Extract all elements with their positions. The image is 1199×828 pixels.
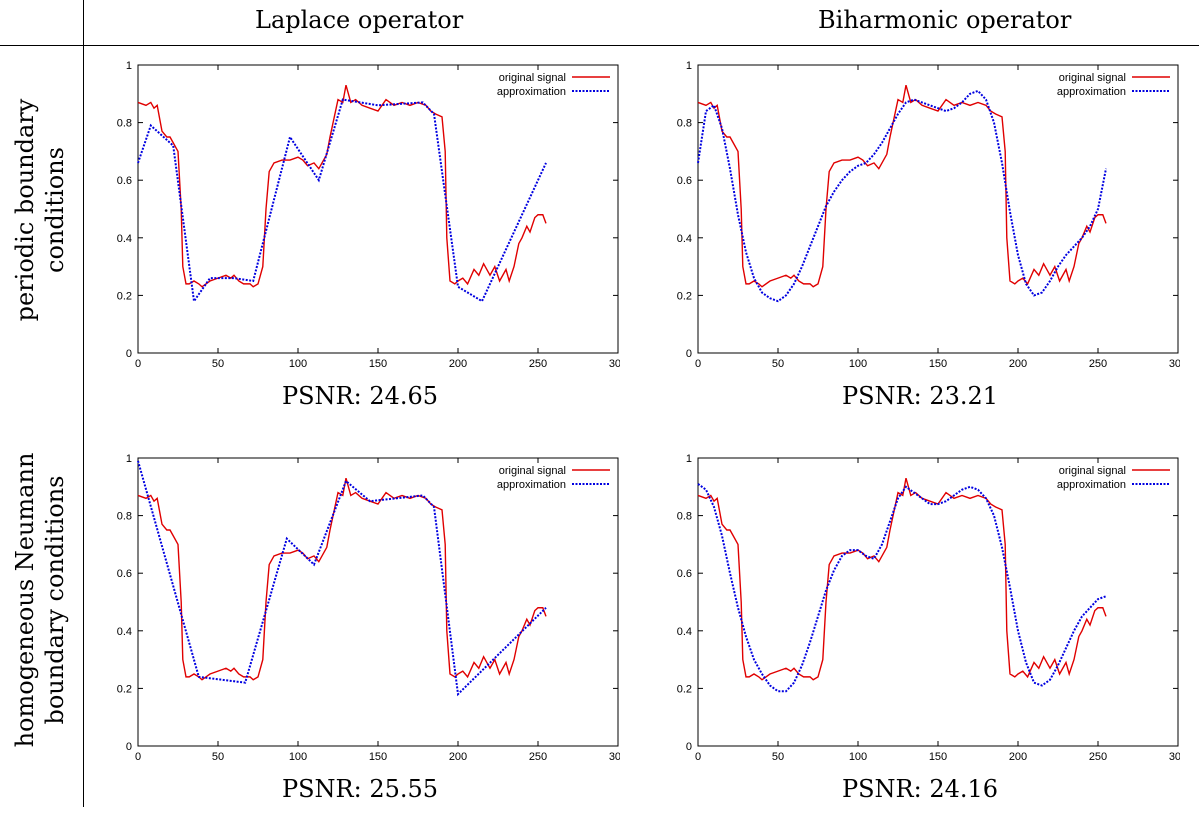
y-tick-label: 0 bbox=[686, 741, 692, 753]
x-tick-label: 250 bbox=[1089, 358, 1107, 370]
x-tick-label: 200 bbox=[1009, 751, 1027, 763]
legend-label: approximation bbox=[497, 86, 566, 98]
y-tick-label: 0.8 bbox=[117, 511, 132, 523]
x-tick-label: 300 bbox=[609, 751, 620, 763]
x-tick-label: 50 bbox=[212, 358, 224, 370]
original-signal-line bbox=[697, 84, 1107, 288]
x-tick-label: 50 bbox=[212, 751, 224, 763]
chart-panel: 0 50 100 150 200 250 300 0 0.2 0.4 0.6 0.8 1 original… bbox=[660, 448, 1180, 828]
y-tick-label: 0.8 bbox=[117, 118, 132, 130]
original-signal-line bbox=[137, 477, 547, 681]
x-tick-label: 100 bbox=[849, 358, 867, 370]
x-tick-label: 300 bbox=[1169, 751, 1180, 763]
x-tick-label: 200 bbox=[1009, 358, 1027, 370]
y-tick-label: 0.4 bbox=[677, 626, 692, 638]
y-tick-label: 0.8 bbox=[677, 118, 692, 130]
legend-label: original signal bbox=[499, 72, 566, 84]
x-tick-label: 250 bbox=[529, 358, 547, 370]
legend-label: approximation bbox=[1057, 86, 1126, 98]
x-tick-label: 150 bbox=[369, 751, 387, 763]
y-tick-label: 1 bbox=[686, 453, 692, 465]
y-tick-label: 1 bbox=[686, 60, 692, 72]
y-tick-label: 0 bbox=[126, 348, 132, 360]
x-tick-label: 0 bbox=[695, 358, 701, 370]
original-signal-line bbox=[697, 477, 1107, 681]
row-label-line: conditions bbox=[41, 147, 69, 273]
y-tick-label: 0.2 bbox=[117, 290, 132, 302]
x-tick-label: 200 bbox=[449, 751, 467, 763]
x-tick-label: 0 bbox=[135, 358, 141, 370]
row-label-line: periodic boundary bbox=[11, 98, 39, 322]
row-label-neumann: homogeneous Neumann boundary conditions bbox=[10, 410, 70, 790]
psnr-caption: PSNR: 24.65 bbox=[281, 382, 439, 410]
x-tick-label: 100 bbox=[289, 358, 307, 370]
plot-frame bbox=[697, 457, 1179, 747]
column-divider-line bbox=[83, 0, 84, 807]
y-tick-label: 0.4 bbox=[677, 233, 692, 245]
x-tick-label: 250 bbox=[1089, 751, 1107, 763]
y-tick-label: 0.6 bbox=[117, 175, 132, 187]
approximation-line bbox=[137, 98, 547, 304]
y-tick-label: 0.6 bbox=[677, 175, 692, 187]
y-tick-label: 0 bbox=[686, 348, 692, 360]
plot-frame bbox=[137, 457, 619, 747]
x-tick-label: 250 bbox=[529, 751, 547, 763]
y-tick-label: 0.4 bbox=[117, 233, 132, 245]
approximation-line bbox=[137, 460, 547, 697]
y-tick-label: 0.2 bbox=[117, 683, 132, 695]
x-tick-label: 150 bbox=[929, 358, 947, 370]
psnr-caption: PSNR: 25.55 bbox=[281, 775, 439, 803]
psnr-caption: PSNR: 24.16 bbox=[841, 775, 999, 803]
y-tick-label: 0.2 bbox=[677, 290, 692, 302]
legend-label: approximation bbox=[497, 479, 566, 491]
row-label-line: homogeneous Neumann bbox=[11, 452, 39, 748]
y-tick-label: 0.4 bbox=[117, 626, 132, 638]
x-tick-label: 0 bbox=[695, 751, 701, 763]
line-chart: 0 50 100 150 200 250 300 0 0.2 0.4 0.6 0.8 1 original… bbox=[117, 60, 620, 370]
header-divider-line bbox=[0, 45, 1199, 46]
row-label-line: boundary conditions bbox=[41, 475, 69, 725]
y-tick-label: 0.2 bbox=[677, 683, 692, 695]
x-tick-label: 100 bbox=[289, 751, 307, 763]
y-tick-label: 0.8 bbox=[677, 511, 692, 523]
y-tick-label: 1 bbox=[126, 60, 132, 72]
legend-label: original signal bbox=[499, 465, 566, 477]
line-chart: 0 50 100 150 200 250 300 0 0.2 0.4 0.6 0.8 1 original… bbox=[677, 60, 1180, 370]
approximation-line bbox=[697, 89, 1107, 303]
chart-panel: 0 50 100 150 200 250 300 0 0.2 0.4 0.6 0.8 1 original… bbox=[100, 55, 620, 435]
line-chart: 0 50 100 150 200 250 300 0 0.2 0.4 0.6 0.8 1 original… bbox=[677, 453, 1180, 763]
x-tick-label: 200 bbox=[449, 358, 467, 370]
approximation-line bbox=[697, 483, 1107, 693]
column-header-biharmonic: Biharmonic operator bbox=[818, 6, 1072, 34]
legend-label: original signal bbox=[1059, 72, 1126, 84]
y-tick-label: 0 bbox=[126, 741, 132, 753]
x-tick-label: 100 bbox=[849, 751, 867, 763]
psnr-caption: PSNR: 23.21 bbox=[841, 382, 999, 410]
legend-label: approximation bbox=[1057, 479, 1126, 491]
y-tick-label: 0.6 bbox=[117, 568, 132, 580]
chart-panel: 0 50 100 150 200 250 300 0 0.2 0.4 0.6 0.8 1 original… bbox=[100, 448, 620, 828]
chart-panel: 0 50 100 150 200 250 300 0 0.2 0.4 0.6 0.8 1 original… bbox=[660, 55, 1180, 435]
row-label-periodic: periodic boundary conditions bbox=[10, 80, 70, 340]
line-chart: 0 50 100 150 200 250 300 0 0.2 0.4 0.6 0.8 1 original… bbox=[117, 453, 620, 763]
plot-frame bbox=[137, 64, 619, 354]
x-tick-label: 50 bbox=[772, 751, 784, 763]
x-tick-label: 300 bbox=[609, 358, 620, 370]
y-tick-label: 1 bbox=[126, 453, 132, 465]
original-signal-line bbox=[137, 84, 547, 288]
x-tick-label: 300 bbox=[1169, 358, 1180, 370]
x-tick-label: 0 bbox=[135, 751, 141, 763]
y-tick-label: 0.6 bbox=[677, 568, 692, 580]
x-tick-label: 50 bbox=[772, 358, 784, 370]
x-tick-label: 150 bbox=[929, 751, 947, 763]
column-header-laplace: Laplace operator bbox=[255, 6, 464, 34]
legend-label: original signal bbox=[1059, 465, 1126, 477]
x-tick-label: 150 bbox=[369, 358, 387, 370]
